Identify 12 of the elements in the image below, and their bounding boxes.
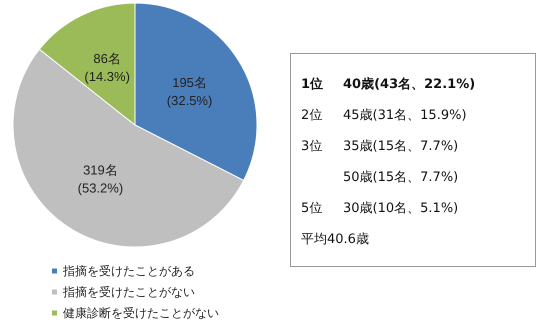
data-label: 319名 (53.2%)	[78, 162, 124, 196]
data-label: 195名 (32.5%)	[166, 75, 212, 108]
text: 50歳(15名、7.7%)	[343, 168, 460, 186]
text: 3位 35歳(15名、7.7%)	[301, 138, 458, 154]
data-label: 86名 (14.3%)	[84, 50, 130, 84]
legend-label: 健康診断を受けたことがない	[63, 306, 219, 320]
legend-label: 指摘を受けたことがない	[62, 285, 195, 299]
text: 平均40.6歳	[301, 230, 370, 248]
text: 5位 30歳(10名、5.1%)	[301, 200, 458, 216]
text: 2位 45歳(31名、15.9%)	[301, 108, 467, 122]
text: 1位 40歳(43名、22.1%)	[301, 76, 476, 92]
legend-label: 指摘を受けたことがある	[62, 264, 195, 278]
